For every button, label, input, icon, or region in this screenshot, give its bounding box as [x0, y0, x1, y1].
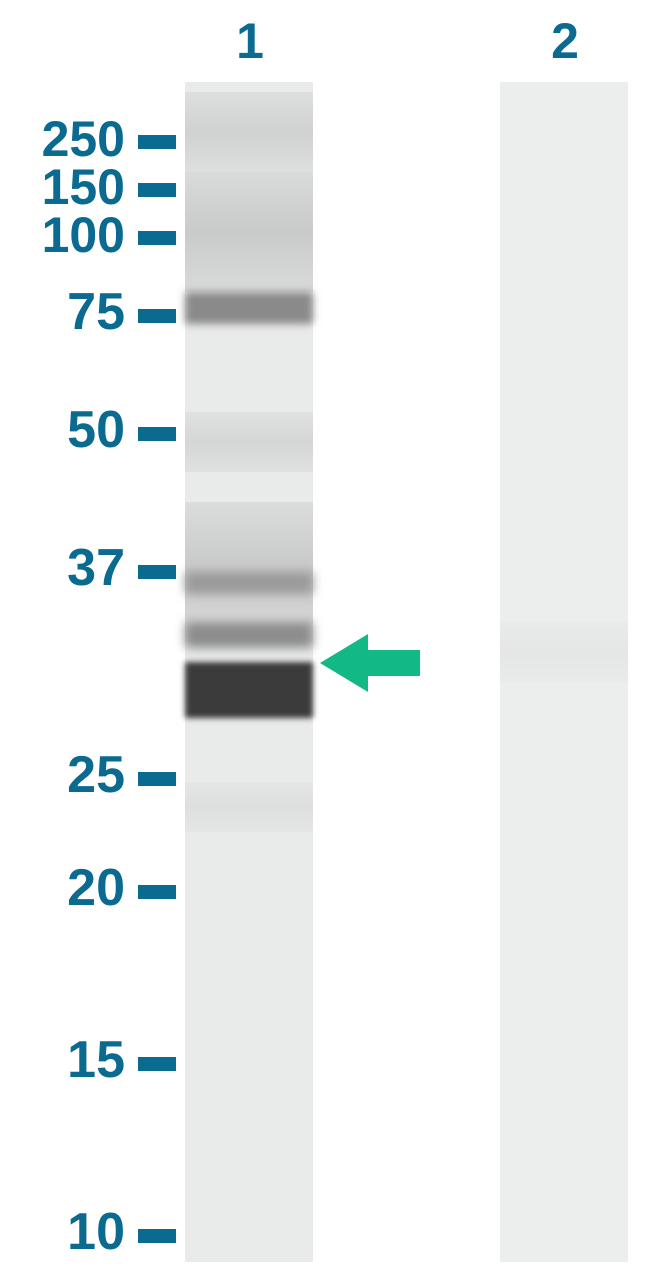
lane-1-smear — [185, 92, 313, 172]
arrow-left-icon — [320, 628, 420, 698]
marker-dash-50 — [138, 427, 176, 441]
lane-header-1: 1 — [225, 12, 275, 70]
marker-dash-100 — [138, 231, 176, 245]
marker-label-10: 10 — [28, 1202, 125, 1262]
blot-figure: 1 2 250 150 100 75 50 37 25 20 15 10 — [0, 0, 650, 1270]
marker-dash-25 — [138, 772, 176, 786]
marker-label-15: 15 — [28, 1030, 125, 1090]
marker-label-25: 25 — [28, 745, 125, 805]
lane-1-smear — [185, 172, 313, 292]
marker-label-75: 75 — [28, 282, 125, 342]
lane-header-2: 2 — [540, 12, 590, 70]
marker-dash-150 — [138, 183, 176, 197]
marker-dash-37 — [138, 565, 176, 579]
marker-dash-10 — [138, 1229, 176, 1243]
marker-label-100: 100 — [5, 206, 125, 264]
lane-1-smear — [185, 412, 313, 472]
lane-1-band-upper-faint — [185, 572, 313, 594]
lane-2-smear — [500, 622, 628, 682]
lane-2 — [500, 82, 628, 1262]
marker-label-37: 37 — [28, 538, 125, 598]
marker-label-20: 20 — [28, 858, 125, 918]
marker-dash-20 — [138, 885, 176, 899]
marker-dash-250 — [138, 135, 176, 149]
lane-1-band-75kda — [185, 292, 313, 324]
marker-dash-75 — [138, 309, 176, 323]
lane-1-band-mid-faint — [185, 622, 313, 648]
lane-1-band-main — [185, 662, 313, 718]
marker-label-50: 50 — [28, 400, 125, 460]
band-indicator-arrow — [320, 628, 420, 698]
marker-dash-15 — [138, 1057, 176, 1071]
lane-1-smear — [185, 782, 313, 832]
lane-1 — [185, 82, 313, 1262]
